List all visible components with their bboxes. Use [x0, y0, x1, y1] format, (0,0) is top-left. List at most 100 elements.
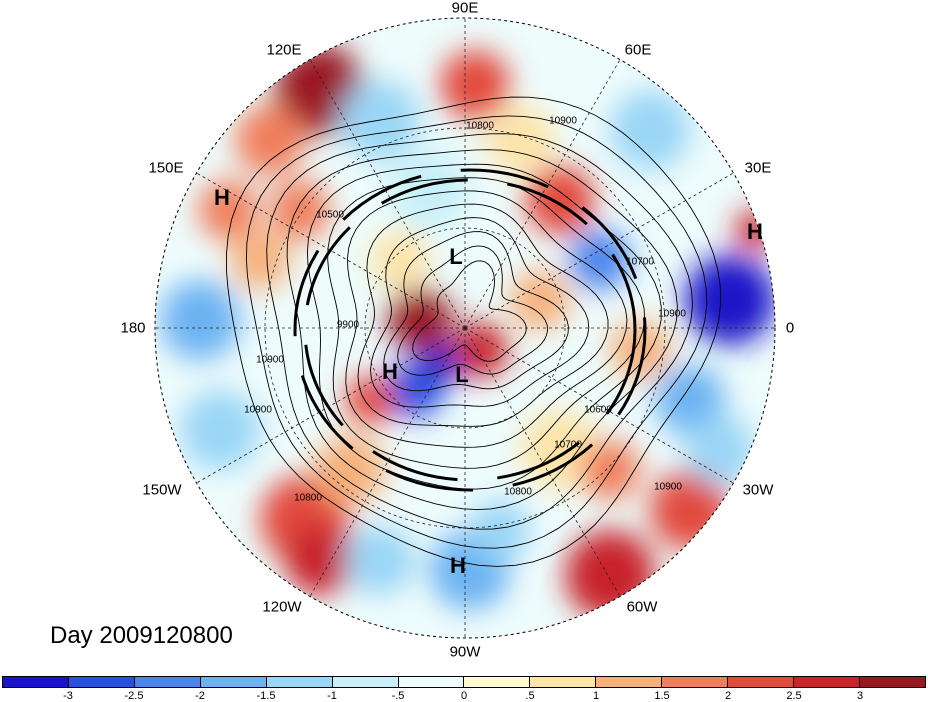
anomaly-patch [452, 322, 508, 378]
meridian-line [464, 59, 621, 329]
height-contour [226, 96, 722, 567]
longitude-label: 90W [449, 643, 481, 661]
colorbar-tick-label: -1.5 [256, 690, 276, 702]
height-contour [327, 177, 646, 469]
colorbar-segment [266, 677, 333, 687]
contour-label: 10800 [504, 486, 532, 498]
colorbar-tick-label: -1 [327, 690, 337, 702]
contour-label: 10900 [658, 308, 686, 320]
longitude-label: 120E [266, 41, 302, 59]
colorbar-tick-label: 0 [460, 690, 468, 702]
anomaly-patch [420, 345, 460, 385]
anomaly-patch [610, 90, 690, 170]
longitude-label: 120W [262, 598, 302, 616]
height-contour [245, 115, 708, 549]
colorbar-segment [794, 677, 860, 687]
height-contour [306, 163, 662, 490]
colorbar-tick-label: -2.5 [124, 690, 144, 702]
colorbar-segment [530, 677, 597, 687]
longitude-label: 0 [785, 319, 795, 337]
meridian-line [196, 327, 466, 484]
colorbar-segment [200, 677, 267, 687]
colorbar-segment [68, 677, 135, 687]
high-pressure-marker: H [450, 553, 466, 578]
contour-label: 10700 [554, 439, 582, 451]
longitude-label: 150E [148, 159, 184, 177]
longitude-label: 60W [626, 598, 658, 616]
anomaly-patch [270, 180, 330, 240]
anomaly-patch [345, 375, 395, 425]
anomaly-patch [525, 165, 595, 235]
colorbar [2, 676, 926, 688]
anomaly-patch [685, 415, 755, 485]
contour-label: 10900 [654, 481, 682, 493]
colorbar-segment [728, 677, 795, 687]
height-contour [266, 133, 693, 530]
colorbar-tick-label: -3 [63, 690, 73, 702]
colorbar-tick-label: 1.5 [654, 690, 670, 702]
colorbar-tick-label: 2 [724, 690, 732, 702]
colorbar-tick-label: 3 [856, 690, 864, 702]
colorbar-segment [398, 677, 465, 687]
anomaly-patch [235, 105, 305, 175]
height-contour [383, 231, 569, 392]
anomaly-patch [315, 435, 385, 505]
latitude-circle [364, 227, 566, 429]
latitude-circle [264, 127, 666, 529]
anomaly-patch [390, 150, 470, 230]
low-pressure-marker: L [449, 244, 463, 269]
colorbar-tick-label: 2.5 [786, 690, 802, 702]
high-pressure-marker: H [747, 219, 763, 244]
contour-label: 9900 [336, 319, 360, 331]
map-boundary [154, 17, 776, 639]
colorbar-tick-label: -2 [195, 690, 205, 702]
jet-contour [293, 168, 647, 492]
meridian-line [464, 327, 734, 484]
colorbar-segment [859, 677, 925, 687]
longitude-label: 60E [624, 41, 652, 59]
graticule [155, 18, 775, 638]
contour-label: 10800 [466, 120, 494, 132]
height-contour [345, 190, 628, 448]
colorbar-segment [332, 677, 399, 687]
anomaly-patch [440, 50, 510, 120]
date-title: Day 2009120800 [50, 622, 233, 649]
anomaly-patch [160, 280, 240, 360]
anomaly-patch [285, 525, 355, 595]
jet-contour [303, 178, 637, 482]
meridian-line [196, 172, 466, 329]
longitude-label: 180 [120, 319, 146, 337]
longitude-label: 150W [142, 481, 182, 499]
anomaly-patch [180, 390, 260, 470]
meridian-line [309, 327, 466, 597]
height-contour [397, 245, 549, 376]
anomaly-patch [198, 180, 258, 240]
anomaly-patch [230, 230, 290, 290]
longitude-label: 30W [742, 481, 774, 499]
colorbar-tick-label: -.5 [391, 690, 405, 702]
height-contours [226, 96, 722, 567]
longitude-label: 30E [744, 159, 772, 177]
contour-label: 10500 [316, 209, 344, 221]
colorbar-tick-label: .5 [525, 690, 535, 702]
anomaly-patch [685, 255, 775, 345]
meridian-line [464, 172, 734, 329]
colorbar-segment [3, 677, 69, 687]
anomaly-patch [345, 525, 415, 595]
contour-label: 10700 [626, 256, 654, 268]
colorbar-segment [596, 677, 663, 687]
anomaly-patch [570, 230, 630, 290]
colorbar-segment [464, 677, 531, 687]
colorbar-segment [134, 677, 201, 687]
contour-label: 10900 [256, 354, 284, 366]
contour-label: 10900 [549, 115, 577, 127]
height-contour [412, 260, 527, 362]
colorbar-tick-label: 1 [592, 690, 600, 702]
contour-label: 10900 [244, 404, 272, 416]
anomaly-patch [370, 230, 430, 290]
meridian-line [464, 327, 621, 597]
anomaly-patch [388, 288, 452, 352]
longitude-label: 90E [451, 0, 479, 17]
high-pressure-marker: H [214, 185, 230, 210]
